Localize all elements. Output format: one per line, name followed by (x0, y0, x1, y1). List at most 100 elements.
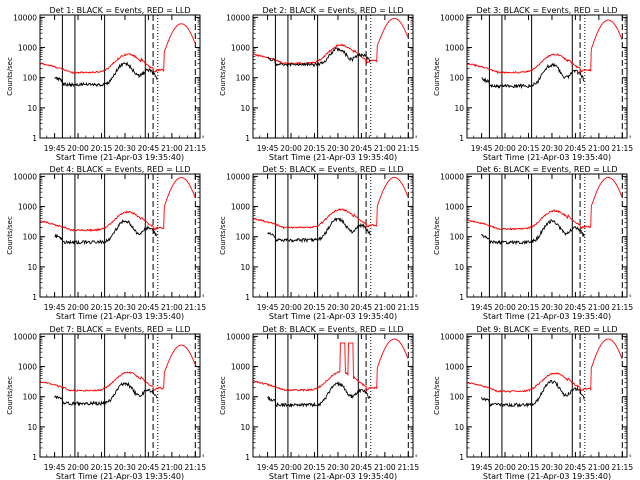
y-tick-label: 1 (245, 453, 250, 462)
events-series-line (54, 61, 158, 88)
plot-frame (252, 333, 414, 458)
x-tick-label: 21:15 (184, 144, 206, 153)
y-tick-label: 1000 (18, 44, 37, 53)
x-tick-label: 20:30 (114, 463, 136, 472)
y-tick-label: 10 (240, 423, 250, 432)
x-tick-label: 21:00 (374, 144, 396, 153)
y-tick-label: 100 (450, 233, 465, 242)
x-axis-label: Start Time (21-Apr-03 19:35:40) (56, 472, 184, 480)
x-tick-label: 20:30 (327, 144, 349, 153)
y-axis-label: Counts/sec (6, 376, 14, 415)
y-tick-label: 1000 (445, 203, 464, 212)
x-axis-label: Start Time (21-Apr-03 19:35:40) (269, 472, 397, 480)
plot-frame (252, 14, 414, 139)
y-tick-label: 1000 (445, 363, 464, 372)
y-tick-label: 10000 (440, 172, 464, 181)
x-tick-label: 20:30 (114, 303, 136, 312)
x-tick-label: 20:45 (351, 463, 373, 472)
x-tick-label: 21:00 (588, 144, 610, 153)
y-tick-label: 100 (236, 393, 251, 402)
x-tick-label: 19:45 (471, 463, 493, 472)
x-tick-label: 19:45 (257, 144, 279, 153)
plot-frame (466, 173, 628, 298)
lld-series-line (467, 338, 623, 393)
y-tick-label: 1 (459, 453, 464, 462)
x-tick-label: 21:00 (374, 303, 396, 312)
x-axis-label: Start Time (21-Apr-03 19:35:40) (483, 312, 611, 321)
detector-panel: 1 10 100 1000 10000 19:45 20:00 20:15 20:30 20:45… (433, 325, 633, 480)
x-tick-label: 21:15 (184, 303, 206, 312)
y-tick-label: 10 (454, 423, 464, 432)
y-tick-label: 10 (27, 423, 37, 432)
y-tick-label: 10000 (226, 332, 250, 341)
x-tick-label: 20:15 (91, 144, 113, 153)
x-tick-label: 20:30 (541, 303, 563, 312)
x-axis-label: Start Time (21-Apr-03 19:35:40) (56, 312, 184, 321)
panel-title: Det 8: BLACK = Events, RED = LLD (263, 325, 404, 334)
detector-panel: 1 10 100 1000 10000 19:45 20:00 20:15 20:30 20:45… (219, 325, 419, 480)
plot-frame (39, 173, 201, 298)
lld-series-line (253, 17, 409, 66)
x-tick-label: 21:00 (161, 144, 183, 153)
y-tick-label: 100 (23, 74, 38, 83)
panel-title: Det 6: BLACK = Events, RED = LLD (477, 165, 618, 174)
x-tick-label: 20:00 (494, 463, 516, 472)
events-series-line (481, 62, 585, 90)
x-tick-label: 20:00 (67, 144, 89, 153)
x-tick-label: 20:45 (138, 303, 160, 312)
y-tick-label: 10000 (13, 13, 37, 22)
x-tick-label: 20:30 (541, 463, 563, 472)
x-tick-label: 20:45 (565, 144, 587, 153)
detector-panel: 1 10 100 1000 10000 19:45 20:00 20:15 20:30 20:45… (219, 165, 419, 321)
plot-frame (252, 173, 414, 298)
lld-series-line (467, 177, 623, 231)
x-tick-label: 20:00 (280, 463, 302, 472)
x-tick-label: 20:00 (67, 303, 89, 312)
x-tick-label: 20:45 (138, 463, 160, 472)
x-axis-label: Start Time (21-Apr-03 19:35:40) (56, 153, 184, 162)
events-series-line (267, 217, 371, 244)
y-tick-label: 10 (454, 104, 464, 113)
x-tick-label: 20:30 (327, 463, 349, 472)
y-tick-label: 1000 (18, 203, 37, 212)
panel-title: Det 2: BLACK = Events, RED = LLD (263, 6, 404, 15)
y-tick-label: 1 (459, 293, 464, 302)
y-tick-label: 1000 (231, 203, 250, 212)
x-tick-label: 20:15 (91, 303, 113, 312)
y-tick-label: 1 (245, 293, 250, 302)
y-tick-label: 1000 (445, 44, 464, 53)
events-series-line (481, 380, 585, 408)
lld-series-line (40, 23, 196, 74)
y-tick-label: 1 (32, 293, 37, 302)
y-tick-label: 1000 (231, 363, 250, 372)
y-axis-label: Counts/sec (433, 216, 441, 255)
y-tick-label: 10000 (226, 172, 250, 181)
y-axis-label: Counts/sec (219, 216, 227, 255)
y-tick-label: 10000 (440, 13, 464, 22)
x-tick-label: 21:15 (611, 303, 633, 312)
plot-frame (39, 333, 201, 458)
x-axis-label: Start Time (21-Apr-03 19:35:40) (269, 312, 397, 321)
x-tick-label: 20:30 (327, 303, 349, 312)
y-tick-label: 1 (245, 134, 250, 143)
y-axis-label: Counts/sec (6, 57, 14, 96)
panel-title: Det 1: BLACK = Events, RED = LLD (50, 6, 191, 15)
y-axis-label: Counts/sec (6, 216, 14, 255)
x-tick-label: 20:30 (541, 144, 563, 153)
x-tick-label: 19:45 (471, 144, 493, 153)
x-tick-label: 20:00 (67, 463, 89, 472)
x-tick-label: 21:15 (397, 144, 419, 153)
x-tick-label: 20:30 (114, 144, 136, 153)
x-tick-label: 21:00 (588, 303, 610, 312)
y-axis-label: Counts/sec (219, 57, 227, 96)
x-tick-label: 21:15 (184, 463, 206, 472)
x-tick-label: 20:00 (494, 303, 516, 312)
y-tick-label: 10000 (440, 332, 464, 341)
x-tick-label: 20:45 (351, 144, 373, 153)
y-tick-label: 100 (23, 233, 38, 242)
y-tick-label: 1 (32, 134, 37, 143)
x-axis-label: Start Time (21-Apr-03 19:35:40) (483, 472, 611, 480)
detector-panel: 1 10 100 1000 10000 19:45 20:00 20:15 20:30 20:45… (433, 165, 633, 321)
